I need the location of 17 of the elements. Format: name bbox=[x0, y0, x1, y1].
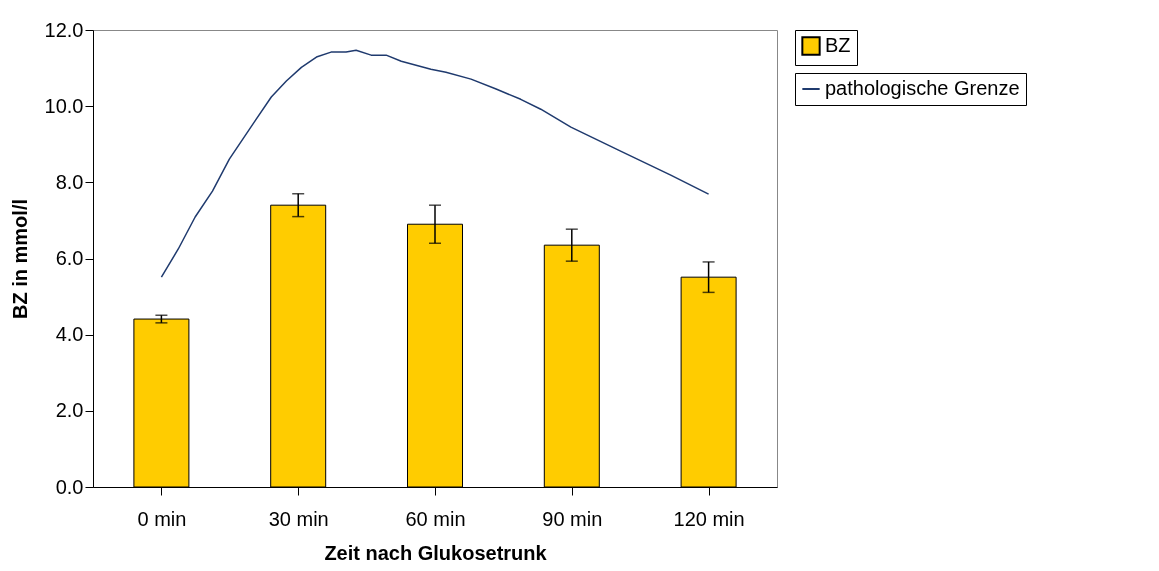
x-tick-label: 120 min bbox=[673, 507, 745, 530]
legend-label: BZ bbox=[825, 34, 851, 56]
x-tick-label: 90 min bbox=[542, 507, 603, 530]
x-axis-title: Zeit nach Glukosetrunk bbox=[324, 541, 548, 564]
y-tick-label: 0.0 bbox=[55, 475, 84, 498]
y-axis-title: BZ in mmol/l bbox=[8, 199, 31, 319]
y-tick-label: 12.0 bbox=[44, 18, 84, 41]
legend-label: pathologische Grenze bbox=[825, 77, 1020, 99]
y-tick-label: 8.0 bbox=[55, 170, 84, 193]
y-tick-label: 6.0 bbox=[55, 247, 84, 269]
y-tick-label: 2.0 bbox=[55, 399, 84, 422]
x-tick-label: 60 min bbox=[405, 507, 466, 530]
x-tick-label: 0 min bbox=[137, 507, 187, 530]
y-tick-label: 10.0 bbox=[44, 94, 84, 117]
x-tick-label: 30 min bbox=[268, 507, 329, 530]
y-tick-label: 4.0 bbox=[55, 323, 84, 346]
line-series bbox=[160, 49, 710, 278]
